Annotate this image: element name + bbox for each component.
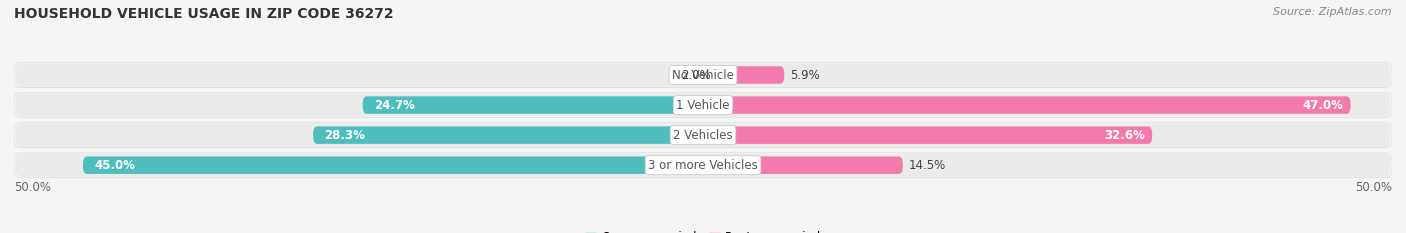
Text: 32.6%: 32.6% [1105,129,1146,142]
FancyBboxPatch shape [14,123,1392,147]
FancyBboxPatch shape [703,157,903,174]
Legend: Owner-occupied, Renter-occupied: Owner-occupied, Renter-occupied [579,226,827,233]
FancyBboxPatch shape [675,66,703,84]
FancyBboxPatch shape [314,127,703,144]
Text: 47.0%: 47.0% [1303,99,1344,112]
Text: 24.7%: 24.7% [374,99,415,112]
Text: 2.0%: 2.0% [681,69,710,82]
FancyBboxPatch shape [363,96,703,114]
Text: No Vehicle: No Vehicle [672,69,734,82]
FancyBboxPatch shape [703,127,1152,144]
Text: Source: ZipAtlas.com: Source: ZipAtlas.com [1274,7,1392,17]
FancyBboxPatch shape [14,63,1392,87]
Text: 5.9%: 5.9% [790,69,820,82]
FancyBboxPatch shape [14,93,1392,117]
Text: 28.3%: 28.3% [323,129,366,142]
Text: 50.0%: 50.0% [1355,181,1392,194]
Text: HOUSEHOLD VEHICLE USAGE IN ZIP CODE 36272: HOUSEHOLD VEHICLE USAGE IN ZIP CODE 3627… [14,7,394,21]
FancyBboxPatch shape [83,157,703,174]
Text: 3 or more Vehicles: 3 or more Vehicles [648,159,758,172]
FancyBboxPatch shape [15,123,1391,147]
FancyBboxPatch shape [703,66,785,84]
FancyBboxPatch shape [703,96,1351,114]
FancyBboxPatch shape [15,154,1391,177]
Text: 50.0%: 50.0% [14,181,51,194]
Text: 45.0%: 45.0% [94,159,135,172]
FancyBboxPatch shape [14,153,1392,178]
Text: 2 Vehicles: 2 Vehicles [673,129,733,142]
FancyBboxPatch shape [15,93,1391,117]
FancyBboxPatch shape [15,63,1391,87]
Text: 1 Vehicle: 1 Vehicle [676,99,730,112]
Text: 14.5%: 14.5% [908,159,946,172]
